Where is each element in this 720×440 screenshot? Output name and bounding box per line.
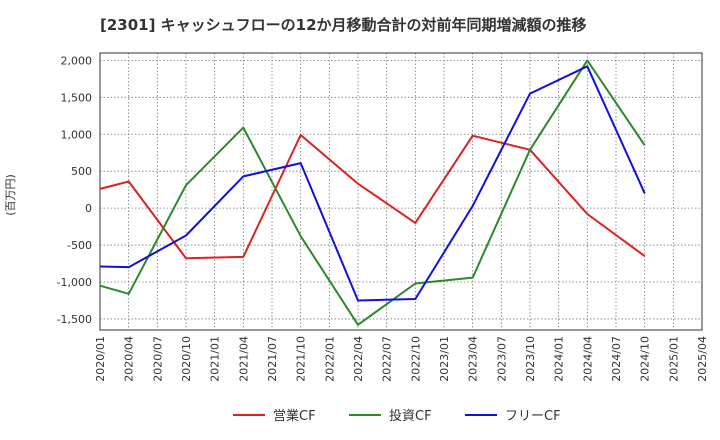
- series-line: [99, 134, 646, 260]
- y-tick-label: -500: [67, 239, 92, 252]
- x-tick-label: 2025/04: [696, 336, 709, 382]
- y-tick-label: 0: [85, 202, 92, 215]
- y-tick-label: 1,500: [61, 91, 93, 104]
- x-tick-label: 2022/07: [381, 336, 394, 382]
- x-tick-label: 2023/10: [524, 336, 537, 382]
- x-tick-label: 2021/04: [237, 336, 250, 382]
- x-tick-label: 2023/01: [438, 336, 451, 382]
- axis-layer: 2,0001,5001,0005000-500-1,000-1,5002020/…: [57, 52, 709, 382]
- legend-label: フリーCF: [505, 409, 561, 424]
- y-tick-label: -1,000: [57, 276, 92, 289]
- x-tick-label: 2020/10: [180, 336, 193, 382]
- x-tick-label: 2020/07: [151, 336, 164, 382]
- series-line: [99, 59, 646, 326]
- legend-label: 営業CF: [273, 408, 316, 424]
- x-tick-label: 2022/01: [323, 336, 336, 382]
- y-axis-label: (百万円): [4, 174, 17, 216]
- x-tick-label: 2024/10: [639, 336, 652, 382]
- x-tick-label: 2024/04: [581, 336, 594, 382]
- x-tick-label: 2022/10: [409, 336, 422, 382]
- y-tick-label: 500: [71, 165, 92, 178]
- y-tick-label: -1,500: [57, 313, 92, 326]
- series-layer: [99, 59, 646, 326]
- x-tick-label: 2020/04: [123, 336, 136, 382]
- x-tick-label: 2025/01: [667, 336, 680, 382]
- grid-layer: [99, 53, 703, 330]
- x-tick-label: 2022/04: [352, 336, 365, 382]
- y-tick-label: 2,000: [61, 54, 93, 67]
- legend: 営業CF 投資CF フリーCF: [233, 408, 561, 424]
- chart-title: [2301] キャッシュフローの12か月移動合計の対前年同期増減額の推移: [100, 16, 587, 34]
- series-line: [99, 65, 646, 302]
- x-tick-label: 2023/07: [495, 336, 508, 382]
- x-tick-label: 2021/07: [266, 336, 279, 382]
- x-tick-label: 2021/01: [209, 336, 222, 382]
- y-tick-label: 1,000: [61, 128, 93, 141]
- x-tick-label: 2020/01: [94, 336, 107, 382]
- x-tick-label: 2024/07: [610, 336, 623, 382]
- x-tick-label: 2024/01: [553, 336, 566, 382]
- x-tick-label: 2023/04: [467, 336, 480, 382]
- x-tick-label: 2021/10: [295, 336, 308, 382]
- plot-frame: [99, 52, 703, 331]
- legend-label: 投資CF: [389, 408, 432, 424]
